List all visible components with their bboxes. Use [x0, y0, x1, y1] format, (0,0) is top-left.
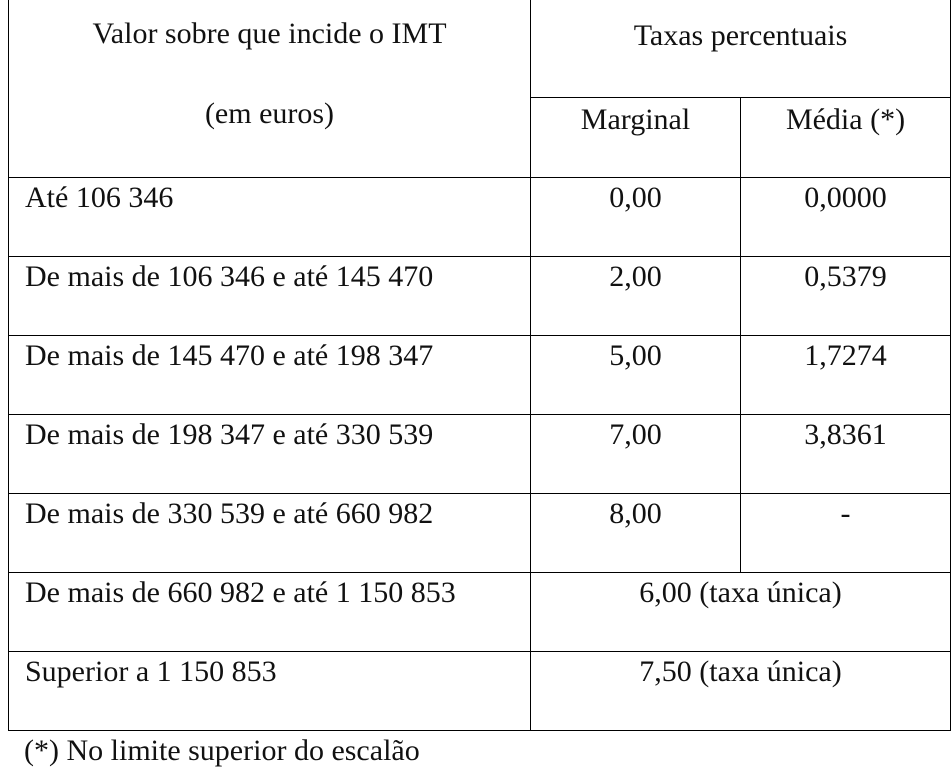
value-header: Valor sobre que incide o IMT (em euros) — [8, 0, 531, 178]
rate-cell: 8,00 — [530, 493, 741, 573]
rate-cell: 5,00 — [530, 335, 741, 415]
rates-header: Taxas percentuais — [529, 0, 952, 98]
range-cell: Até 106 346 — [8, 177, 531, 257]
table-row: De mais de 660 982 e até 1 150 853 6,00 (… — [8, 572, 952, 652]
range-cell: Superior a 1 150 853 — [8, 651, 531, 731]
table-row: De mais de 106 346 e até 145 470 2,00 0,53… — [8, 256, 952, 336]
rate-cell: 0,5379 — [739, 256, 952, 336]
range-cell: De mais de 330 539 e até 660 982 — [8, 493, 531, 573]
imt-table: Valor sobre que incide o IMT (em euros) … — [8, 0, 952, 731]
header-line: Valor sobre que incide o IMT — [92, 17, 447, 50]
rate-cell: 1,7274 — [739, 335, 952, 415]
table-row: De mais de 330 539 e até 660 982 8,00- — [8, 493, 952, 573]
rate-cell: 6,00 (taxa única) — [529, 572, 952, 652]
range-cell: De mais de 660 982 e até 1 150 853 — [8, 572, 531, 652]
marginal-header: Marginal — [530, 97, 741, 178]
footnote: (*) No limite superior do escalão — [24, 734, 420, 767]
rate-cell: 7,50 (taxa única) — [529, 651, 952, 731]
rate-cell: - — [739, 493, 952, 573]
media-header: Média (*) — [739, 97, 952, 178]
range-cell: De mais de 106 346 e até 145 470 — [8, 256, 531, 336]
rate-cell: 0,0000 — [739, 177, 952, 257]
header-line: (em euros) — [204, 97, 335, 130]
rate-cell: 2,00 — [530, 256, 741, 336]
rate-cell: 0,00 — [530, 177, 741, 257]
rate-cell: 7,00 — [530, 414, 741, 494]
table-row: Até 106 346 0,00 0,0000 — [8, 177, 952, 257]
rate-cell: 3,8361 — [739, 414, 952, 494]
table-row: De mais de 145 470 e até 198 347 5,00 1,72… — [8, 335, 952, 415]
range-cell: De mais de 198 347 e até 330 539 — [8, 414, 531, 494]
table-row: De mais de 198 347 e até 330 539 7,00 3,83… — [8, 414, 952, 494]
table-row: Superior a 1 150 853 7,50 (taxa única) — [8, 651, 952, 731]
range-cell: De mais de 145 470 e até 198 347 — [8, 335, 531, 415]
